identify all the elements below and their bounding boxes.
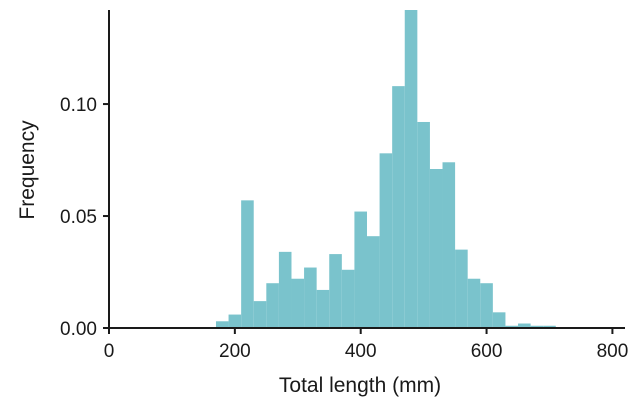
histogram-bar: [379, 153, 393, 328]
histogram-bar: [429, 169, 443, 328]
histogram-bar: [492, 312, 506, 328]
x-tick-label: 400: [345, 341, 377, 362]
histogram-bar: [354, 211, 367, 328]
histogram-bar: [329, 254, 342, 328]
ticks: 0 200 400 600 800 0.00 0.05 0.10: [60, 95, 628, 362]
x-axis-title: Total length (mm): [279, 374, 441, 397]
axes: [108, 10, 625, 329]
histogram-bar: [228, 314, 242, 328]
histogram-bar: [518, 323, 531, 328]
x-tick-label: 600: [471, 341, 503, 362]
histogram-bar: [417, 121, 430, 328]
histogram-bar: [278, 251, 292, 328]
y-tick-label: 0.05: [60, 207, 97, 228]
histogram-bar: [266, 283, 279, 328]
histogram-bar: [530, 325, 544, 328]
x-tick-label: 0: [104, 341, 115, 362]
histogram-bar: [392, 86, 405, 329]
histogram-bar: [367, 236, 380, 328]
histogram-bar: [253, 301, 267, 328]
histogram-bar: [341, 269, 355, 328]
histogram-bar: [455, 249, 468, 328]
histogram-bar: [442, 162, 456, 328]
histogram-bar: [543, 325, 556, 328]
y-axis-title: Frequency: [16, 120, 39, 220]
histogram-bar: [304, 267, 317, 328]
histogram-bar: [241, 200, 254, 328]
histogram-bar: [480, 283, 493, 328]
y-tick-label: 0.00: [60, 319, 97, 340]
x-tick-label: 200: [219, 341, 251, 362]
y-tick-label: 0.10: [60, 95, 97, 116]
x-tick-label: 800: [597, 341, 629, 362]
histogram-bar: [316, 289, 330, 328]
histogram-bar: [467, 278, 481, 328]
histogram-bar: [215, 321, 229, 328]
histogram-bars: [215, 10, 556, 329]
histogram-bar: [404, 10, 418, 328]
histogram-bar: [505, 325, 519, 328]
histogram-bar: [291, 278, 305, 328]
